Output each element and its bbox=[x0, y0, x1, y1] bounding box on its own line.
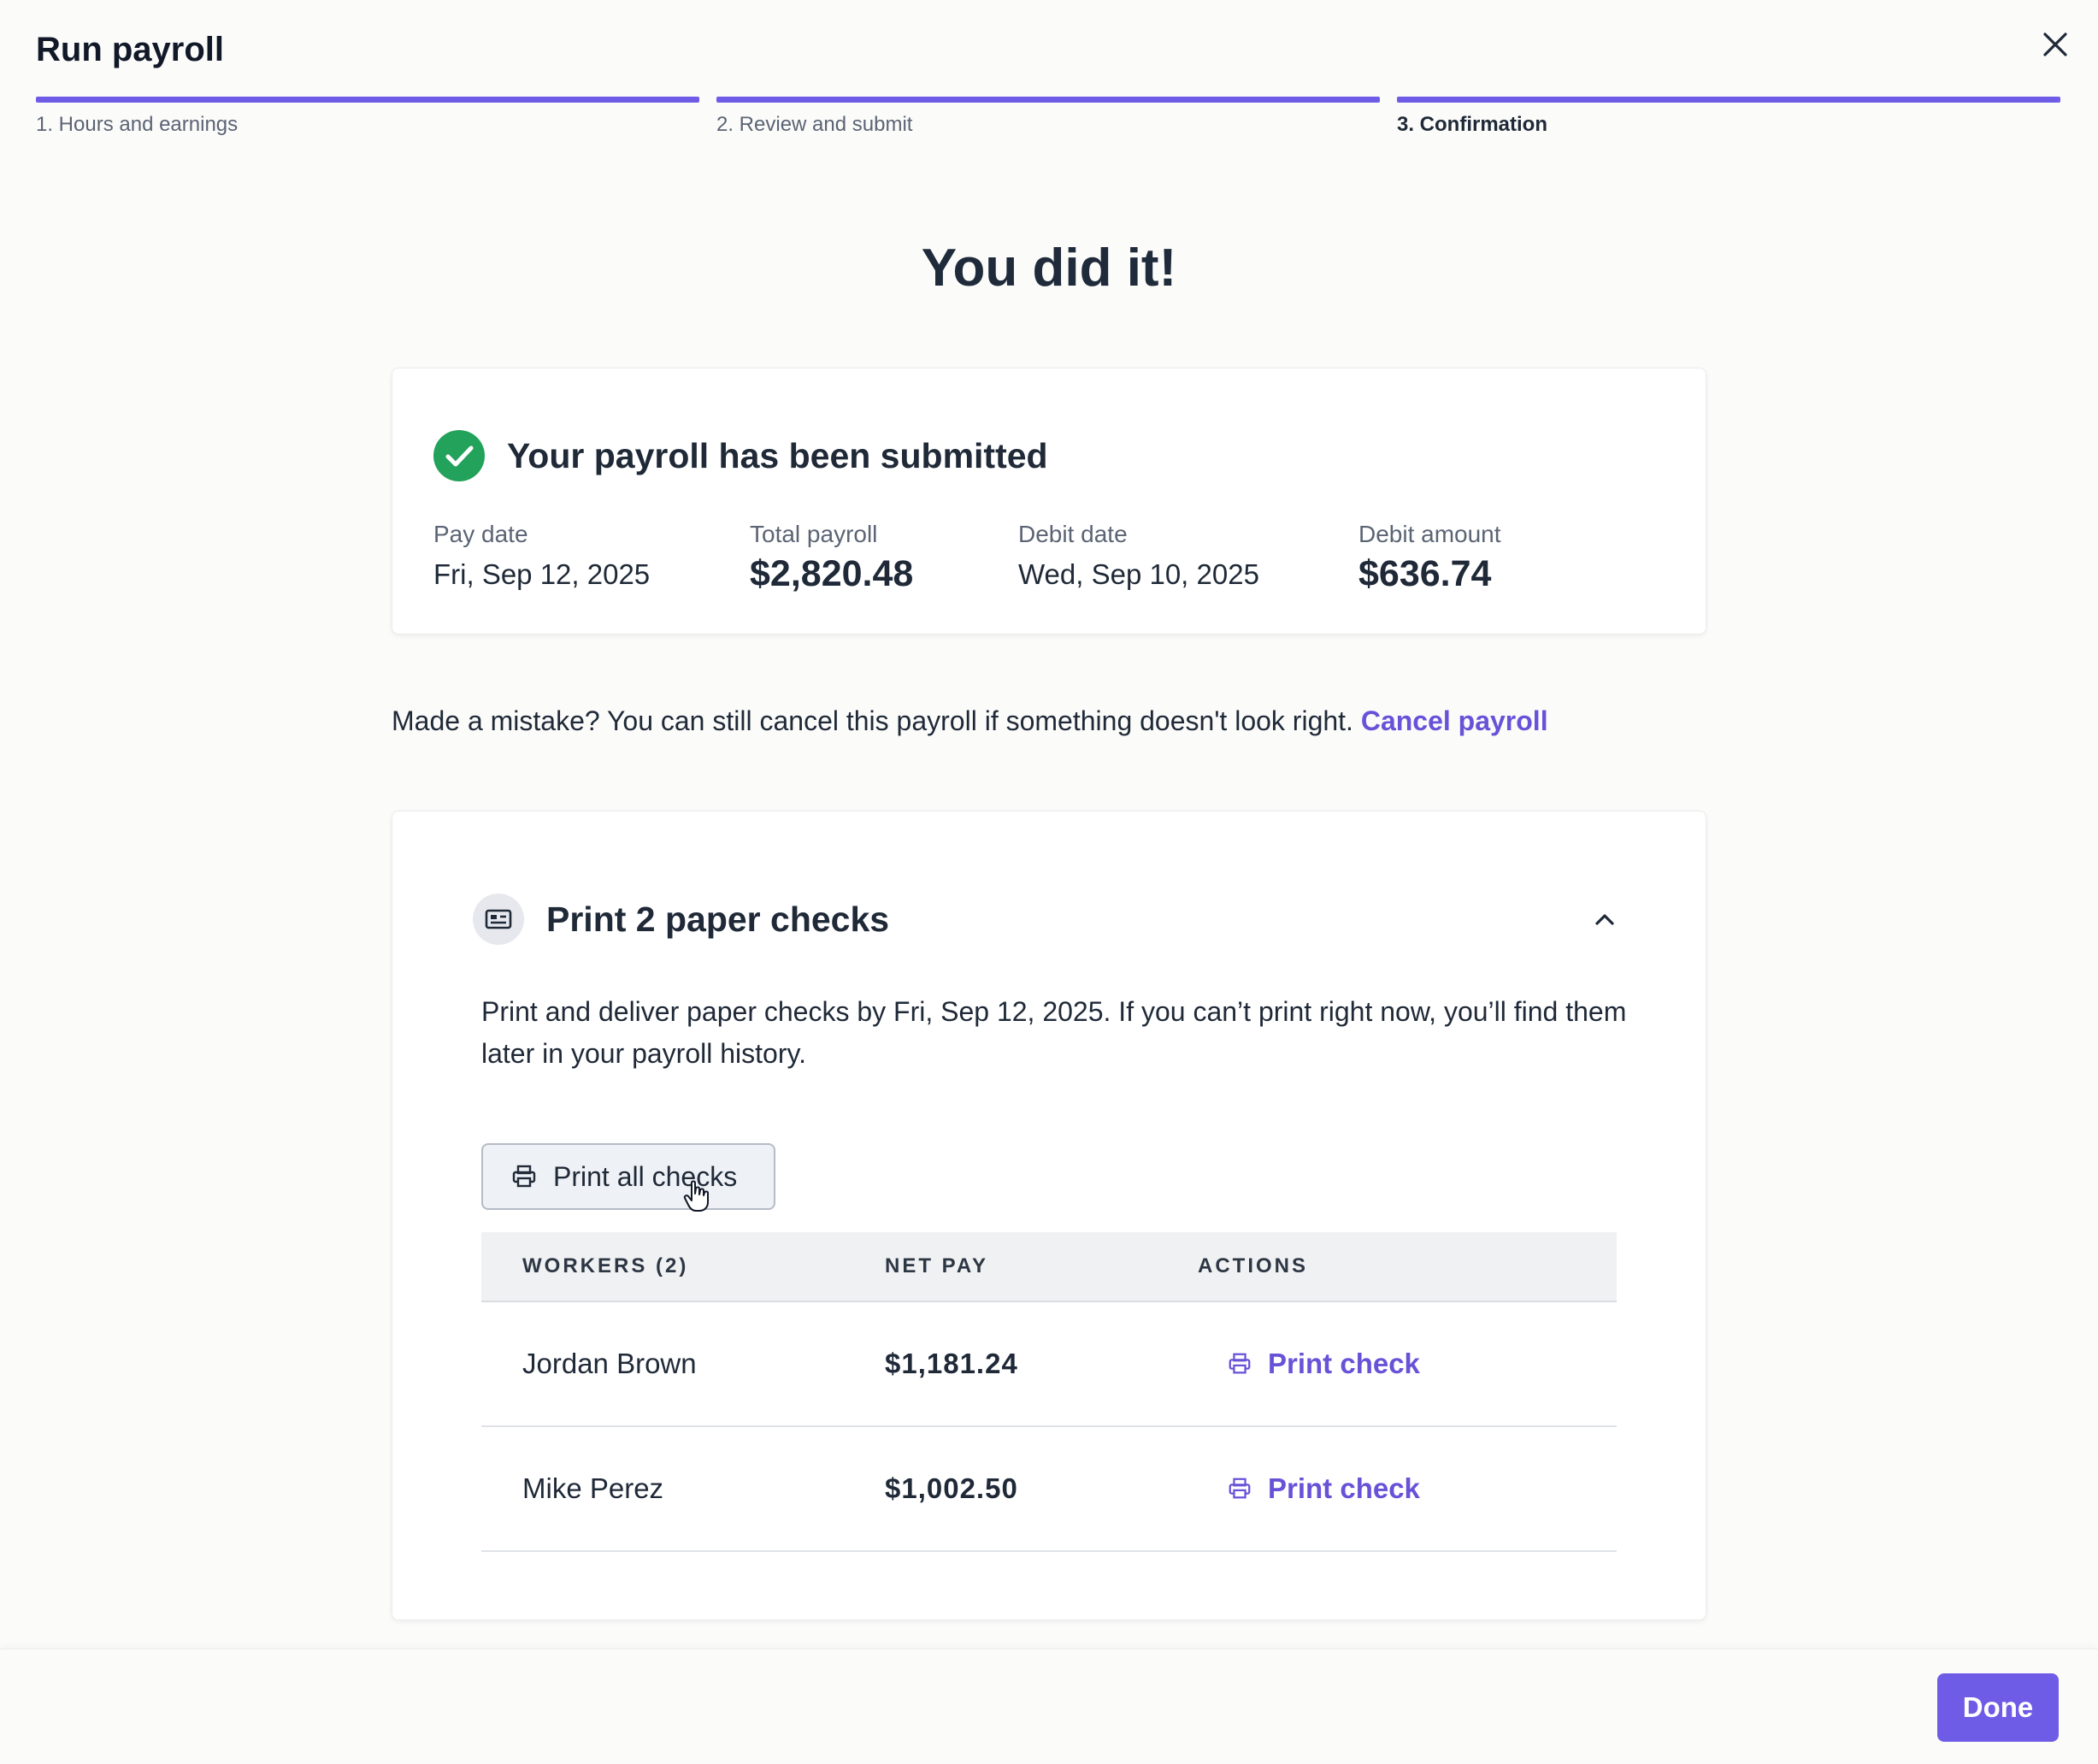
submission-summary-card: Your payroll has been submitted Pay date… bbox=[392, 368, 1706, 634]
metric-debit-amount: Debit amount $636.74 bbox=[1358, 521, 1501, 595]
step-hours-and-earnings[interactable]: 1. Hours and earnings bbox=[36, 97, 699, 137]
worker-name: Mike Perez bbox=[522, 1472, 664, 1504]
printer-icon bbox=[1229, 1353, 1251, 1374]
net-pay: $1,002.50 bbox=[885, 1472, 1018, 1504]
table-header: WORKERS (2) NET PAY ACTIONS bbox=[481, 1232, 1617, 1302]
success-heading: You did it! bbox=[921, 239, 1177, 298]
metric-label: Pay date bbox=[433, 521, 528, 547]
metric-value: Fri, Sep 12, 2025 bbox=[433, 558, 651, 590]
paper-checks-title: Print 2 paper checks bbox=[546, 899, 890, 939]
close-button[interactable] bbox=[2035, 24, 2076, 65]
cancel-notice-text: Made a mistake? You can still cancel thi… bbox=[392, 705, 1353, 736]
metric-label: Debit date bbox=[1018, 521, 1128, 547]
metric-pay-date: Pay date Fri, Sep 12, 2025 bbox=[433, 521, 650, 591]
close-icon bbox=[2043, 32, 2067, 56]
step-progress-bar bbox=[716, 97, 1380, 103]
checks-table: WORKERS (2) NET PAY ACTIONS Jordan Brown… bbox=[481, 1232, 1617, 1552]
paper-checks-header[interactable]: Print 2 paper checks bbox=[473, 894, 889, 945]
print-all-checks-label: Print all checks bbox=[553, 1160, 738, 1192]
column-header-workers: WORKERS (2) bbox=[522, 1254, 689, 1277]
metric-label: Total payroll bbox=[750, 521, 878, 547]
step-review-and-submit[interactable]: 2. Review and submit bbox=[716, 97, 1380, 137]
cancel-notice: Made a mistake? You can still cancel thi… bbox=[392, 705, 1548, 737]
step-confirmation: 3. Confirmation bbox=[1397, 97, 2060, 137]
submission-title: Your payroll has been submitted bbox=[507, 435, 1048, 475]
metric-value: $2,820.48 bbox=[750, 553, 914, 594]
check-circle-icon bbox=[433, 430, 485, 481]
done-button[interactable]: Done bbox=[1937, 1673, 2059, 1742]
table-row: Mike Perez $1,002.50 Print check bbox=[481, 1427, 1617, 1552]
metric-total-payroll: Total payroll $2,820.48 bbox=[750, 521, 913, 595]
cancel-payroll-link[interactable]: Cancel payroll bbox=[1360, 705, 1548, 736]
net-pay: $1,181.24 bbox=[885, 1348, 1018, 1379]
column-header-net-pay: NET PAY bbox=[885, 1254, 989, 1277]
step-label: 2. Review and submit bbox=[716, 113, 913, 136]
check-document-icon bbox=[473, 894, 524, 945]
metric-label: Debit amount bbox=[1358, 521, 1501, 547]
printer-icon bbox=[1229, 1478, 1251, 1499]
footer-bar: Done bbox=[0, 1649, 2098, 1764]
hand-cursor-icon bbox=[683, 1180, 709, 1212]
metric-value: $636.74 bbox=[1358, 553, 1492, 594]
print-check-label: Print check bbox=[1268, 1348, 1420, 1379]
step-label: 1. Hours and earnings bbox=[36, 113, 239, 136]
collapse-chevron-up-icon[interactable] bbox=[1589, 904, 1620, 935]
metric-debit-date: Debit date Wed, Sep 10, 2025 bbox=[1018, 521, 1259, 591]
table-row: Jordan Brown $1,181.24 Print check bbox=[481, 1302, 1617, 1427]
step-progress-bar bbox=[36, 97, 699, 103]
metric-value: Wed, Sep 10, 2025 bbox=[1018, 558, 1259, 590]
worker-name: Jordan Brown bbox=[522, 1348, 697, 1379]
step-label: 3. Confirmation bbox=[1397, 113, 1548, 136]
step-progress-bar bbox=[1397, 97, 2060, 103]
page-title: Run payroll bbox=[36, 31, 225, 68]
print-check-label: Print check bbox=[1268, 1472, 1420, 1504]
submission-status: Your payroll has been submitted bbox=[433, 430, 1048, 481]
column-header-actions: ACTIONS bbox=[1198, 1254, 1308, 1277]
paper-checks-card: Print 2 paper checks Print and deliver p… bbox=[392, 811, 1706, 1620]
paper-checks-description: Print and deliver paper checks by Fri, S… bbox=[481, 996, 1627, 1069]
print-check-link[interactable]: Print check bbox=[1227, 1348, 1420, 1380]
print-all-checks-button[interactable]: Print all checks bbox=[481, 1143, 775, 1210]
print-check-link[interactable]: Print check bbox=[1227, 1472, 1420, 1505]
printer-icon bbox=[512, 1165, 536, 1188]
